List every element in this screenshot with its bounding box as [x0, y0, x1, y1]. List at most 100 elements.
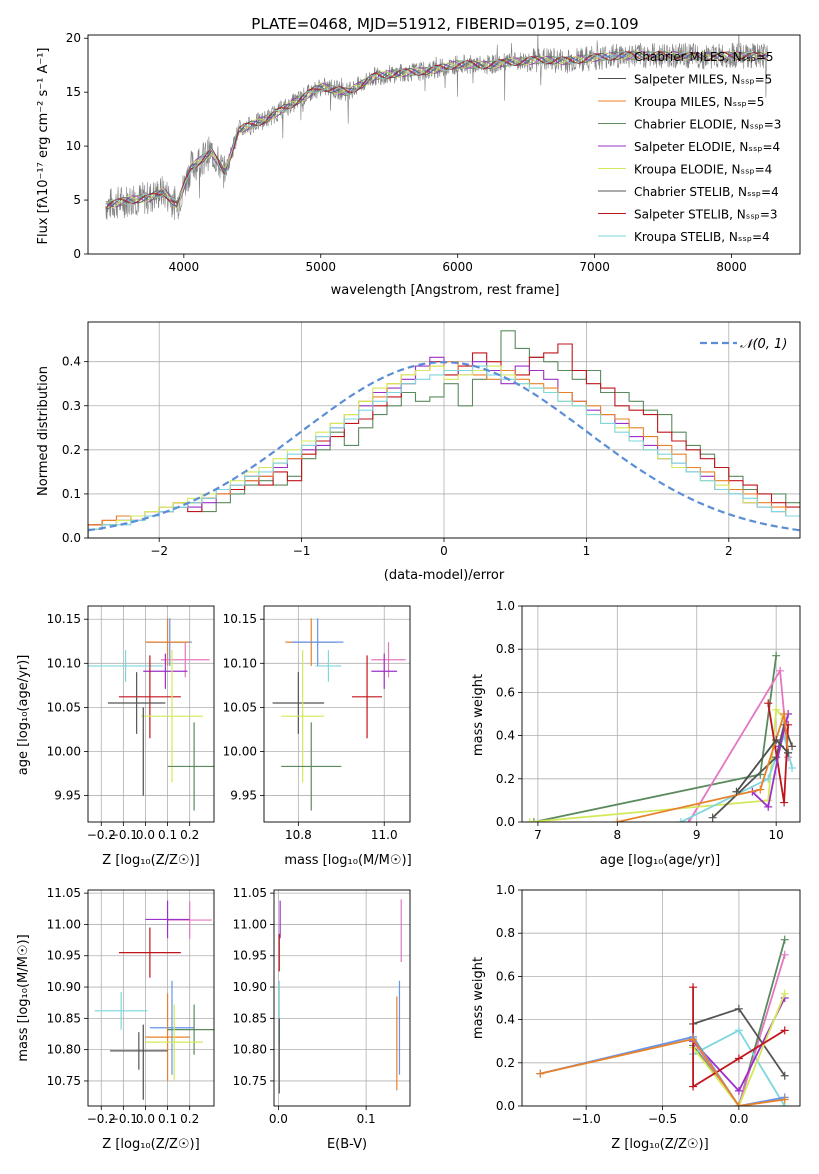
weight-point — [734, 1004, 743, 1013]
weight-point — [536, 1069, 545, 1078]
wZ-xlabel: Z [log₁₀(Z/Z☉)] — [611, 1137, 708, 1152]
x-tick-label: 6000 — [442, 260, 473, 274]
x-tick-label: −0.2 — [87, 1112, 116, 1126]
weight-point — [776, 666, 785, 675]
x-tick-label: 0.2 — [180, 1112, 199, 1126]
y-tick-label: 10.90 — [233, 980, 267, 994]
weight-point — [780, 1026, 789, 1035]
weight-vs-metallicity-panel: Z [log₁₀(Z/Z☉)] mass weight −1.0 −0.5 0.0 0… — [471, 883, 801, 1152]
y-tick-label: 0 — [73, 247, 81, 261]
y-tick-label: 0.1 — [62, 487, 81, 501]
x-tick-label: 0.0 — [136, 828, 155, 842]
y-tick-label: 11.00 — [233, 917, 267, 931]
axes-frame — [87, 889, 215, 1107]
weight-point — [756, 785, 765, 794]
weight-point — [764, 699, 773, 708]
y-tick-label: 10.05 — [223, 700, 257, 714]
y-tick-label: 10.80 — [47, 1043, 81, 1057]
x-tick-label: −0.1 — [109, 1112, 138, 1126]
mass-vs-extinction-panel: E(B-V) 0.0 0.1 10.75 10.80 10.85 10.90 10.95 11… — [233, 886, 411, 1152]
weight-point — [772, 651, 781, 660]
x-tick-label: 0 — [440, 544, 448, 558]
weight-point — [784, 748, 793, 757]
plot-area — [536, 935, 789, 1106]
y-tick-label: 5 — [73, 193, 81, 207]
residual-ylabel: Normed distribution — [36, 366, 51, 496]
spectrum-ylabel: Flux [fλ10⁻¹⁷ erg cm⁻² s⁻¹ A⁻¹] — [36, 48, 51, 245]
plot-area — [272, 618, 406, 811]
residual-xlabel: (data-model)/error — [384, 568, 505, 583]
y-tick-label: 10.85 — [233, 1011, 267, 1025]
weight-point — [764, 774, 773, 783]
legend-label: Chabrier MILES, Nₛₛₚ=5 — [634, 50, 774, 64]
weight-line — [692, 993, 786, 1106]
legend-label: 𝒩(0, 1) — [740, 337, 787, 352]
massE-xlabel: E(B-V) — [327, 1137, 367, 1152]
axes-frame — [87, 321, 801, 539]
y-tick-label: 10.85 — [47, 1011, 81, 1025]
ageZ-xlabel: Z [log₁₀(Z/Z☉)] — [102, 853, 199, 868]
weight-point — [788, 742, 797, 751]
wZ-ylabel: mass weight — [471, 957, 486, 1039]
mass-vs-metallicity-panel: Z [log₁₀(Z/Z☉)] mass [log₁₀(M/M☉)] −0.2−… — [16, 886, 215, 1152]
legend-label: Salpeter STELIB, Nₛₛₚ=3 — [634, 208, 778, 222]
legend-label: Kroupa ELODIE, Nₛₛₚ=4 — [634, 163, 772, 177]
histogram-step — [88, 365, 800, 538]
axes-frame — [87, 34, 801, 255]
x-tick-label: 0.0 — [729, 1112, 748, 1126]
y-tick-label: 0.6 — [496, 685, 515, 699]
weight-line — [617, 713, 789, 822]
weight-line — [692, 939, 786, 1106]
y-tick-label: 11.05 — [47, 886, 81, 900]
axes-frame — [521, 605, 801, 823]
normal-curve — [88, 360, 800, 532]
x-tick-label: −0.2 — [87, 828, 116, 842]
y-tick-label: 0.6 — [496, 969, 515, 983]
x-tick-label: 0.1 — [357, 1112, 376, 1126]
legend-label: Chabrier STELIB, Nₛₛₚ=4 — [634, 185, 779, 199]
axes-frame — [263, 605, 411, 823]
y-tick-label: 10.10 — [47, 656, 81, 670]
x-tick-label: 1 — [583, 544, 591, 558]
weight-point — [764, 802, 773, 811]
y-tick-label: 10.95 — [233, 949, 267, 963]
axes-frame — [87, 605, 215, 823]
x-tick-label: 9 — [693, 828, 701, 842]
weight-point — [780, 1095, 789, 1104]
spectrum-title: PLATE=0468, MJD=51912, FIBERID=0195, z=0… — [251, 15, 638, 33]
y-tick-label: 0.2 — [62, 443, 81, 457]
legend-label: Salpeter ELODIE, Nₛₛₚ=4 — [634, 140, 780, 154]
weight-point — [613, 818, 622, 822]
x-tick-label: 2 — [725, 544, 733, 558]
x-tick-label: 11.0 — [371, 828, 398, 842]
weight-point — [772, 735, 781, 744]
plot-area — [88, 330, 800, 538]
y-tick-label: 9.95 — [54, 789, 81, 803]
weight-point — [734, 1026, 743, 1035]
spectrum-xlabel: wavelength [Angstrom, rest frame] — [331, 283, 560, 298]
x-tick-label: 10.8 — [285, 828, 312, 842]
weight-point — [689, 1082, 698, 1091]
x-tick-label: 0.2 — [180, 828, 199, 842]
y-tick-label: 0.4 — [496, 1013, 515, 1027]
y-tick-label: 10.75 — [233, 1074, 267, 1088]
weight-point — [529, 818, 538, 822]
weight-point — [734, 1086, 743, 1095]
y-tick-label: 10.95 — [47, 949, 81, 963]
y-tick-label: 10.15 — [223, 612, 257, 626]
weight-point — [689, 1035, 698, 1044]
plot-area — [94, 900, 214, 1100]
x-tick-label: 7000 — [579, 260, 610, 274]
model-spectrum-line — [105, 51, 769, 208]
weight-point — [676, 818, 685, 822]
x-tick-label: −2 — [150, 544, 168, 558]
weight-point — [525, 818, 534, 822]
y-tick-label: 10.15 — [47, 612, 81, 626]
weight-point — [732, 787, 741, 796]
weight-line — [751, 713, 789, 809]
x-tick-label: −1 — [293, 544, 311, 558]
legend-label: Salpeter MILES, Nₛₛₚ=5 — [634, 73, 772, 87]
model-spectrum-line — [105, 51, 769, 206]
y-tick-label: 0.0 — [62, 531, 81, 545]
